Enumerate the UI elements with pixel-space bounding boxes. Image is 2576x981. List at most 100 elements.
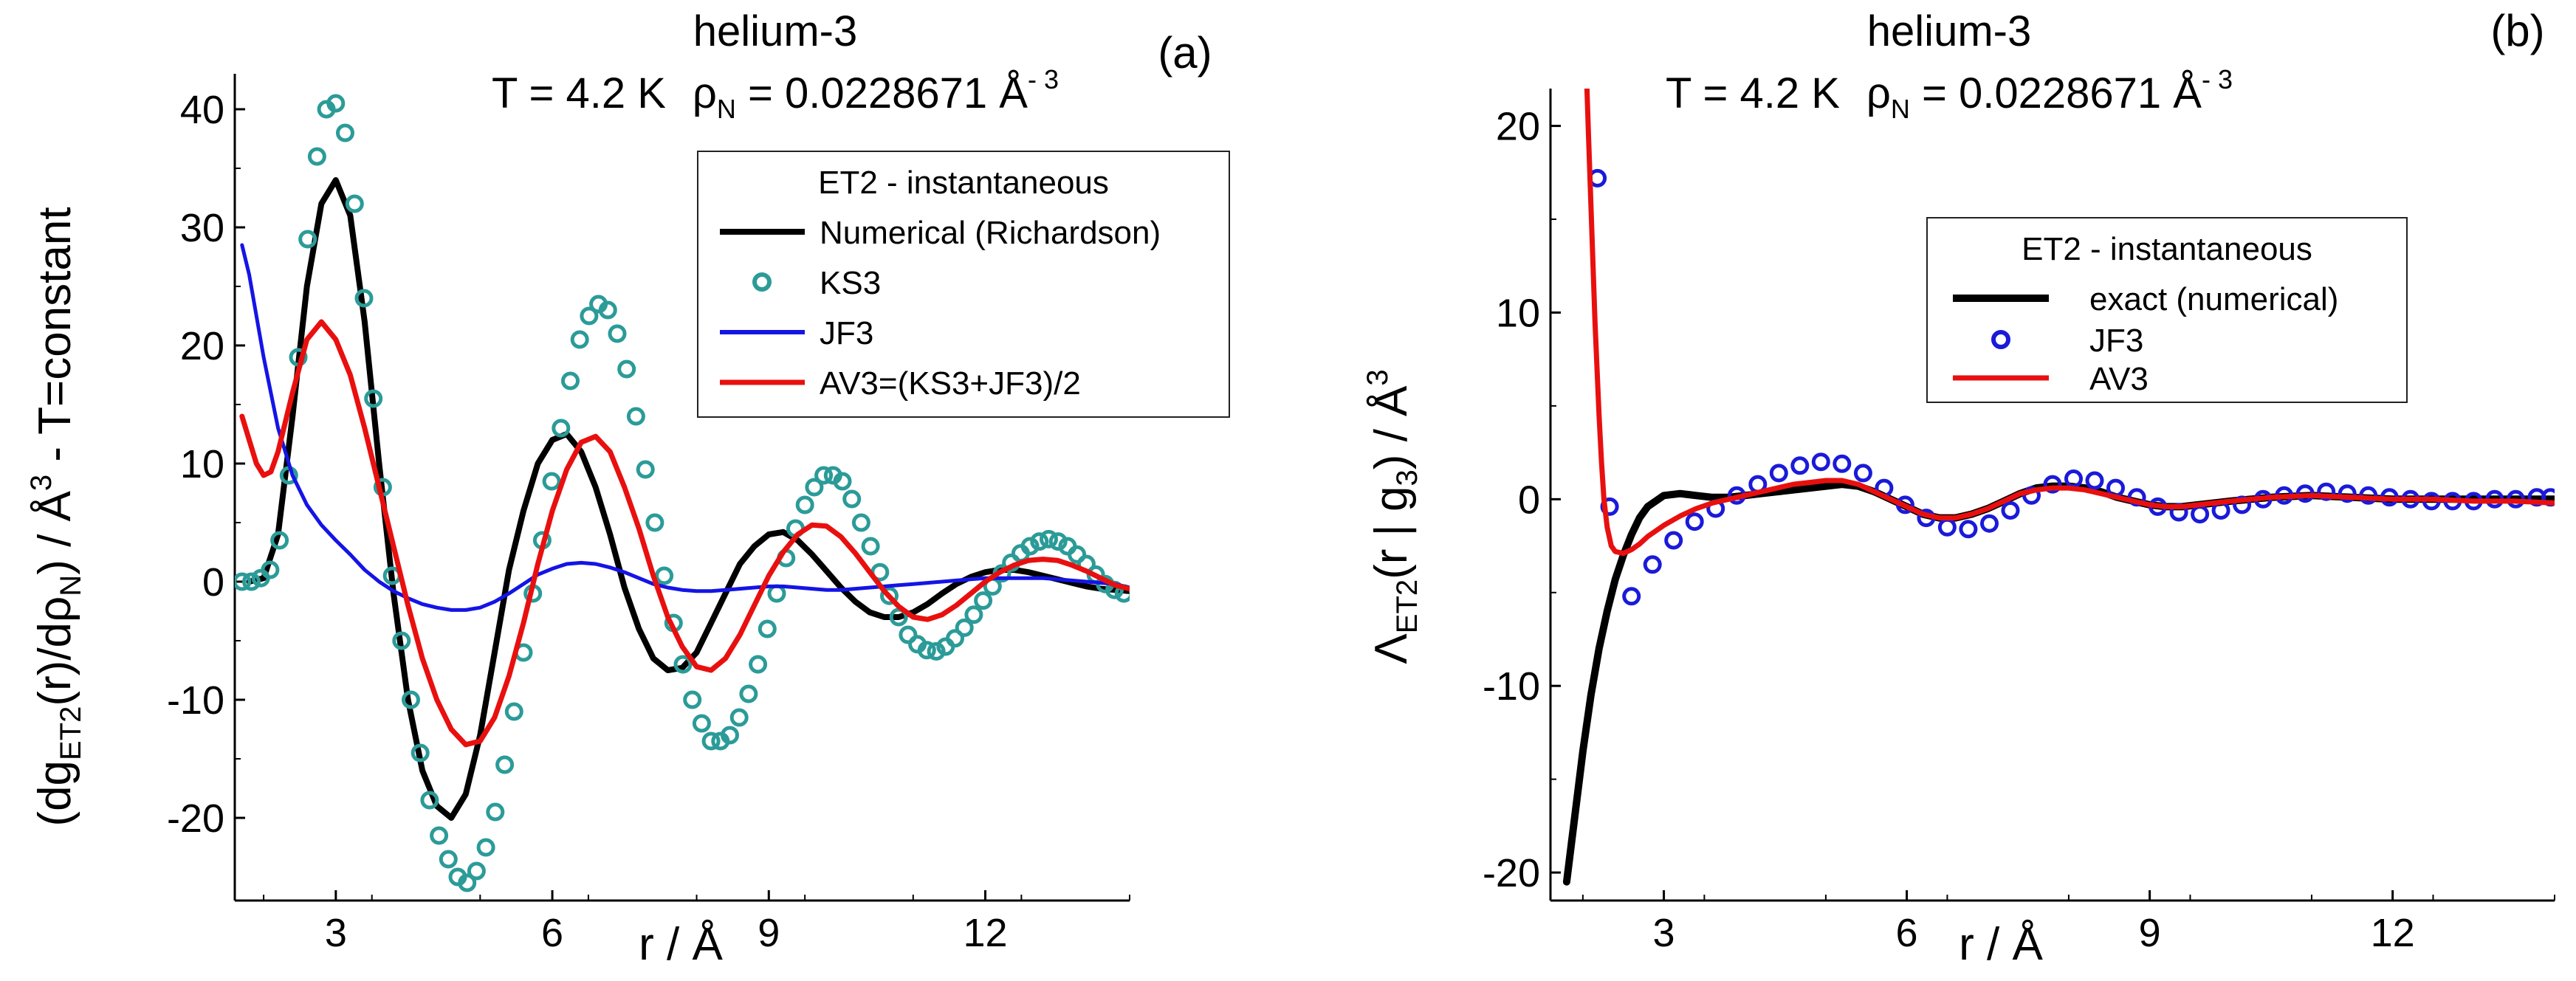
panel-a-ylabel-sup: 3 bbox=[25, 475, 58, 491]
x-tick-label-a-12: 12 bbox=[963, 911, 1007, 955]
y-tick-label-a--10: -10 bbox=[167, 678, 224, 723]
series-a-ks3-marker bbox=[1020, 537, 1040, 556]
series-a-ks3-marker bbox=[261, 560, 280, 579]
panel-b-ylabel: ΛET2(r | g3) / Å3 bbox=[1361, 369, 1423, 664]
series-a-ks3-marker bbox=[608, 324, 627, 343]
series-a-ks3-marker bbox=[1048, 532, 1068, 551]
legend-b-label-exact: exact (numerical) bbox=[2089, 281, 2338, 317]
series-a-ks3-marker bbox=[692, 714, 711, 733]
series-b-jf3-marker bbox=[2338, 484, 2357, 503]
series-a-ks3-marker bbox=[636, 460, 655, 479]
series-a-ks3-marker bbox=[617, 359, 636, 379]
series-a-ks3-marker bbox=[439, 850, 458, 869]
panel-a-ylabel-p2: (r)/dρ bbox=[30, 596, 80, 706]
series-b-jf3-marker bbox=[1833, 454, 1852, 473]
legend-a-label-numerical: Numerical (Richardson) bbox=[820, 215, 1161, 251]
series-a-ks3-marker bbox=[880, 586, 899, 605]
x-tick-label-b-9: 9 bbox=[2139, 911, 2161, 955]
series-b-jf3-marker bbox=[1769, 464, 1788, 483]
series-a-ks3-marker bbox=[458, 873, 477, 892]
series-b-jf3-marker bbox=[1937, 517, 1957, 537]
series-a-ks3-marker bbox=[270, 531, 289, 550]
series-a-ks3-marker bbox=[626, 407, 645, 426]
series-a-ks3-marker bbox=[336, 123, 354, 142]
series-b-jf3-marker bbox=[2317, 482, 2336, 501]
panel-a-subtitle-value: = 0.0228671 Å bbox=[736, 69, 1028, 117]
series-a-ks3-marker bbox=[842, 489, 862, 509]
panel-b-subtitle-temp: T = 4.2 K bbox=[1666, 69, 1840, 117]
panel-b-legend-box bbox=[1926, 217, 2408, 403]
series-a-ks3-marker bbox=[946, 629, 964, 648]
y-tick-label-b-10: 10 bbox=[1496, 291, 1540, 335]
legend-a-label-jf3: JF3 bbox=[820, 315, 873, 351]
series-a-ks3-marker bbox=[598, 300, 617, 320]
y-tick-label-b-0: 0 bbox=[1518, 478, 1540, 522]
y-tick-label-b--10: -10 bbox=[1483, 664, 1540, 709]
series-a-ks3-marker bbox=[955, 618, 974, 637]
series-a-ks3-marker bbox=[1030, 532, 1049, 551]
series-a-ks3-marker bbox=[542, 472, 561, 491]
series-a-ks3-marker bbox=[701, 732, 721, 751]
series-a-ks3-marker bbox=[552, 419, 571, 438]
y-tick-label-b-20: 20 bbox=[1496, 105, 1540, 149]
y-tick-label-a-10: 10 bbox=[180, 442, 224, 486]
series-a-av3-ks3-jf3-2-line bbox=[239, 319, 1130, 748]
series-a-ks3-marker bbox=[364, 389, 383, 408]
panel-a-subtitle: T = 4.2 K ρN = 0.0228671 Å- 3 bbox=[492, 64, 1059, 124]
x-tick-label-b-6: 6 bbox=[1896, 911, 1918, 955]
series-layer-a bbox=[235, 94, 1130, 892]
series-b-jf3-marker bbox=[2043, 475, 2062, 494]
series-a-ks3-marker bbox=[683, 690, 702, 709]
panel-a-legend-box bbox=[697, 151, 1230, 418]
series-a-ks3-marker bbox=[851, 513, 870, 532]
series-a-ks3-marker bbox=[814, 466, 834, 485]
panel-b-subtitle-value: = 0.0228671 Å bbox=[1910, 69, 2202, 117]
series-a-ks3-marker bbox=[570, 330, 589, 349]
legend-b-label-jf3: JF3 bbox=[2089, 323, 2143, 359]
panel-a-ylabel-p4: - T=constant bbox=[30, 207, 80, 474]
panel-b-legend-title: ET2 - instantaneous bbox=[2022, 231, 2312, 267]
panel-b-xlabel: r / Å bbox=[1959, 919, 2043, 970]
panel-b-title: helium-3 bbox=[1867, 7, 2031, 55]
series-b-jf3-marker bbox=[1853, 464, 1872, 483]
panel-b-legend: ET2 - instantaneous exact (numerical) JF… bbox=[1926, 217, 2408, 403]
legend-a-label-ks3: KS3 bbox=[820, 265, 881, 301]
series-a-ks3-marker bbox=[504, 702, 523, 721]
series-a-ks3-marker bbox=[1040, 529, 1058, 548]
legend-b-key-jf3 bbox=[1991, 330, 2010, 349]
series-a-ks3-marker bbox=[749, 655, 768, 674]
series-a-ks3-marker bbox=[927, 641, 946, 661]
panel-a-ylabel-sub1: ET2 bbox=[55, 706, 87, 760]
series-a-ks3-marker bbox=[889, 607, 908, 627]
series-a-ks3-marker bbox=[561, 371, 580, 390]
y-tick-label-a--20: -20 bbox=[167, 796, 224, 841]
series-a-ks3-marker bbox=[298, 230, 317, 249]
series-b-jf3-marker bbox=[1790, 456, 1810, 475]
series-a-ks3-marker bbox=[673, 655, 693, 674]
legend-b-label-av3: AV3 bbox=[2089, 361, 2149, 397]
panel-a-ylabel-sub2: N bbox=[55, 575, 87, 596]
panel-b-ylabel-p3: ) / Å bbox=[1366, 385, 1417, 469]
x-tick-label-a-9: 9 bbox=[758, 911, 780, 955]
series-a-ks3-marker bbox=[739, 684, 758, 703]
series-a-ks3-marker bbox=[655, 566, 674, 585]
series-b-jf3-marker bbox=[1811, 452, 1830, 472]
series-a-ks3-marker bbox=[899, 625, 918, 644]
series-a-ks3-marker bbox=[420, 791, 439, 810]
panel-a-ylabel: (dgET2(r)/dρN) / Å3 - T=constant bbox=[25, 207, 87, 826]
series-b-jf3-marker bbox=[2233, 495, 2252, 514]
series-a-ks3-marker bbox=[430, 826, 449, 845]
panel-a-ylabel-p1: (dg bbox=[30, 760, 80, 827]
series-a-ks3-marker bbox=[345, 194, 364, 213]
series-a-ks3-marker bbox=[495, 755, 515, 774]
series-b-jf3-marker bbox=[2022, 486, 2041, 505]
series-b-jf3-marker bbox=[2191, 505, 2210, 524]
y-tick-label-a-20: 20 bbox=[180, 324, 224, 368]
series-a-jf3-line bbox=[240, 243, 1130, 612]
series-a-ks3-marker bbox=[580, 306, 599, 326]
series-a-ks3-marker bbox=[758, 619, 777, 638]
series-a-ks3-marker bbox=[964, 605, 983, 624]
y-tick-label-a-0: 0 bbox=[202, 560, 224, 605]
series-a-ks3-marker bbox=[795, 495, 814, 514]
